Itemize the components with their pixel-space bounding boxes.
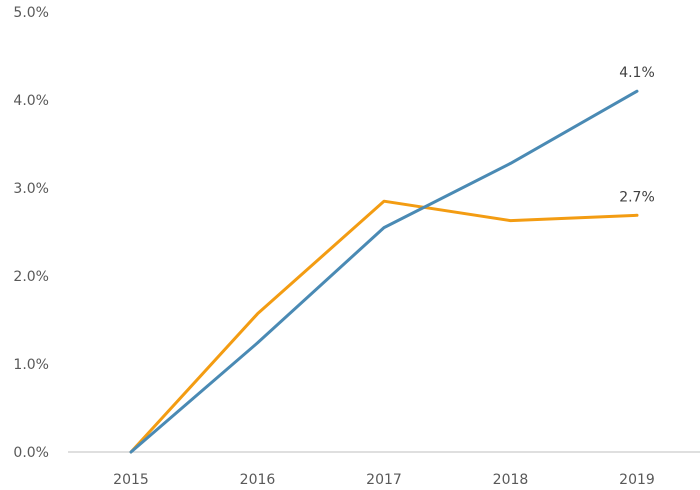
y-tick-label: 5.0% <box>13 5 49 21</box>
x-tick-label: 2018 <box>493 472 529 488</box>
series-lines <box>129 89 639 454</box>
x-axis-labels: 2015 2016 2017 2018 2019 <box>113 472 655 488</box>
y-tick-label: 3.0% <box>13 181 49 197</box>
y-tick-label: 0.0% <box>13 445 49 461</box>
y-tick-label: 2.0% <box>13 269 49 285</box>
series-line-1 <box>129 89 639 454</box>
x-tick-label: 2019 <box>619 472 655 488</box>
data-labels: 4.1% 2.7% <box>619 65 655 205</box>
data-label-series-1: 4.1% <box>619 65 655 81</box>
x-tick-label: 2016 <box>240 472 276 488</box>
x-tick-label: 2015 <box>113 472 149 488</box>
series-line-2 <box>129 199 639 454</box>
y-axis-labels: 0.0% 1.0% 2.0% 3.0% 4.0% 5.0% <box>13 5 49 461</box>
x-tick-label: 2017 <box>366 472 402 488</box>
data-label-series-2: 2.7% <box>619 189 655 205</box>
y-tick-label: 1.0% <box>13 357 49 373</box>
y-tick-label: 4.0% <box>13 93 49 109</box>
